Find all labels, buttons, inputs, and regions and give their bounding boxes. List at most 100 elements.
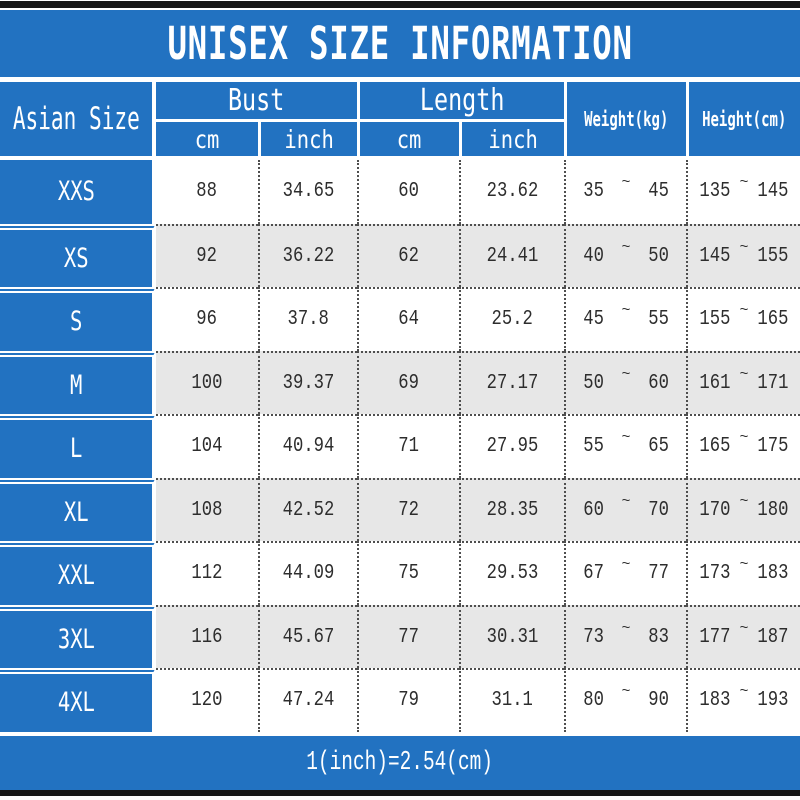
size-label: XS — [63, 242, 89, 274]
size-label: 3XL — [57, 623, 95, 655]
cell-value: 31.1 — [491, 689, 534, 713]
range-max: 175 — [757, 435, 789, 459]
size-label: L — [69, 433, 83, 465]
bust-inch-cell: 42.52 — [258, 477, 357, 541]
range-min: 135 — [699, 180, 731, 204]
length-inch-cell: 24.41 — [459, 223, 564, 287]
range-max: 145 — [757, 180, 789, 204]
size-label: S — [69, 306, 83, 338]
size-cell: XXL — [0, 541, 156, 605]
range-max: 45 — [648, 180, 669, 204]
bust-cm-cell: 116 — [156, 604, 258, 668]
bust-cm-cell: 96 — [156, 287, 258, 351]
tilde-symbol: ~ — [739, 619, 749, 637]
cell-value: 24.41 — [486, 244, 539, 268]
length-inch-cell: 30.31 — [459, 604, 564, 668]
range-max: 187 — [757, 625, 789, 649]
tilde-symbol: ~ — [621, 492, 631, 510]
weight-range-cell: 80 ~90 — [564, 668, 686, 732]
height-range-cell: 145 ~155 — [686, 223, 800, 287]
weight-range-cell: 60 ~70 — [564, 477, 686, 541]
tilde-symbol: ~ — [621, 365, 631, 383]
footer-bar: 1(inch)=2.54(cm) — [0, 735, 800, 790]
bust-cm-cell: 88 — [156, 160, 258, 224]
bust-cm-cell: 120 — [156, 668, 258, 732]
tilde-symbol: ~ — [739, 365, 749, 383]
weight-range-cell: 35 ~45 — [564, 160, 686, 224]
header-text: Asian Size — [12, 101, 140, 137]
range-max: 165 — [757, 308, 789, 332]
bust-inch-cell: 36.22 — [258, 223, 357, 287]
bottom-black-bar — [0, 789, 800, 796]
tilde-symbol: ~ — [621, 683, 631, 701]
tilde-symbol: ~ — [621, 238, 631, 256]
length-inch-cell: 27.17 — [459, 350, 564, 414]
size-cell: 3XL — [0, 604, 156, 668]
length-inch-cell: 27.95 — [459, 414, 564, 478]
bust-cm-cell: 92 — [156, 223, 258, 287]
tilde-symbol: ~ — [739, 492, 749, 510]
header-length: Length — [357, 82, 564, 122]
range-max: 193 — [757, 689, 789, 713]
range-min: 170 — [699, 498, 731, 522]
length-cm-cell: 71 — [357, 414, 459, 478]
size-label: XL — [63, 496, 89, 528]
bust-inch-cell: 45.67 — [258, 604, 357, 668]
header-bust: Bust — [156, 82, 357, 122]
cell-value: 75 — [398, 562, 420, 586]
header-height-cm: Height(cm) — [686, 82, 800, 160]
bust-cm-cell: 108 — [156, 477, 258, 541]
cell-value: 25.2 — [491, 308, 534, 332]
height-range-cell: 135 ~145 — [686, 160, 800, 224]
bust-inch-cell: 37.8 — [258, 287, 357, 351]
size-cell: M — [0, 350, 156, 414]
cell-value: 69 — [398, 371, 420, 395]
cell-value: 27.95 — [486, 435, 539, 459]
subheader-text: cm — [194, 124, 220, 154]
header-text: Weight(kg) — [584, 107, 669, 131]
cell-value: 29.53 — [486, 562, 539, 586]
tilde-symbol: ~ — [739, 174, 749, 192]
subheader-text: inch — [284, 124, 334, 154]
bust-inch-cell: 47.24 — [258, 668, 357, 732]
weight-range-cell: 55 ~65 — [564, 414, 686, 478]
range-min: 50 — [583, 371, 604, 395]
cell-value: 77 — [398, 625, 420, 649]
range-min: 165 — [699, 435, 731, 459]
size-label: XXS — [57, 176, 95, 208]
range-max: 55 — [648, 308, 669, 332]
subheader-length-cm: cm — [357, 122, 459, 160]
cell-value: 120 — [191, 689, 223, 713]
range-max: 65 — [648, 435, 669, 459]
cell-value: 100 — [191, 371, 223, 395]
bust-cm-cell: 104 — [156, 414, 258, 478]
size-table: Asian Size Bust Length Weight(kg) Height… — [0, 82, 800, 732]
tilde-symbol: ~ — [739, 238, 749, 256]
tilde-symbol: ~ — [621, 174, 631, 192]
subheader-bust-inch: inch — [258, 122, 357, 160]
range-max: 90 — [648, 689, 669, 713]
cell-value: 72 — [398, 498, 420, 522]
length-inch-cell: 23.62 — [459, 160, 564, 224]
range-max: 155 — [757, 244, 789, 268]
weight-range-cell: 45 ~55 — [564, 287, 686, 351]
length-inch-cell: 31.1 — [459, 668, 564, 732]
length-inch-cell: 28.35 — [459, 477, 564, 541]
cell-value: 88 — [196, 180, 218, 204]
length-cm-cell: 64 — [357, 287, 459, 351]
cell-value: 34.65 — [282, 180, 335, 204]
range-min: 183 — [699, 689, 731, 713]
cell-value: 96 — [196, 308, 218, 332]
range-min: 40 — [583, 244, 604, 268]
height-range-cell: 183 ~193 — [686, 668, 800, 732]
tilde-symbol: ~ — [739, 429, 749, 447]
size-cell: L — [0, 414, 156, 478]
weight-range-cell: 67 ~77 — [564, 541, 686, 605]
bust-inch-cell: 39.37 — [258, 350, 357, 414]
size-label: XXL — [57, 560, 95, 592]
header-text: Length — [419, 83, 505, 118]
size-cell: XS — [0, 223, 156, 287]
weight-range-cell: 50 ~60 — [564, 350, 686, 414]
size-cell: S — [0, 287, 156, 351]
